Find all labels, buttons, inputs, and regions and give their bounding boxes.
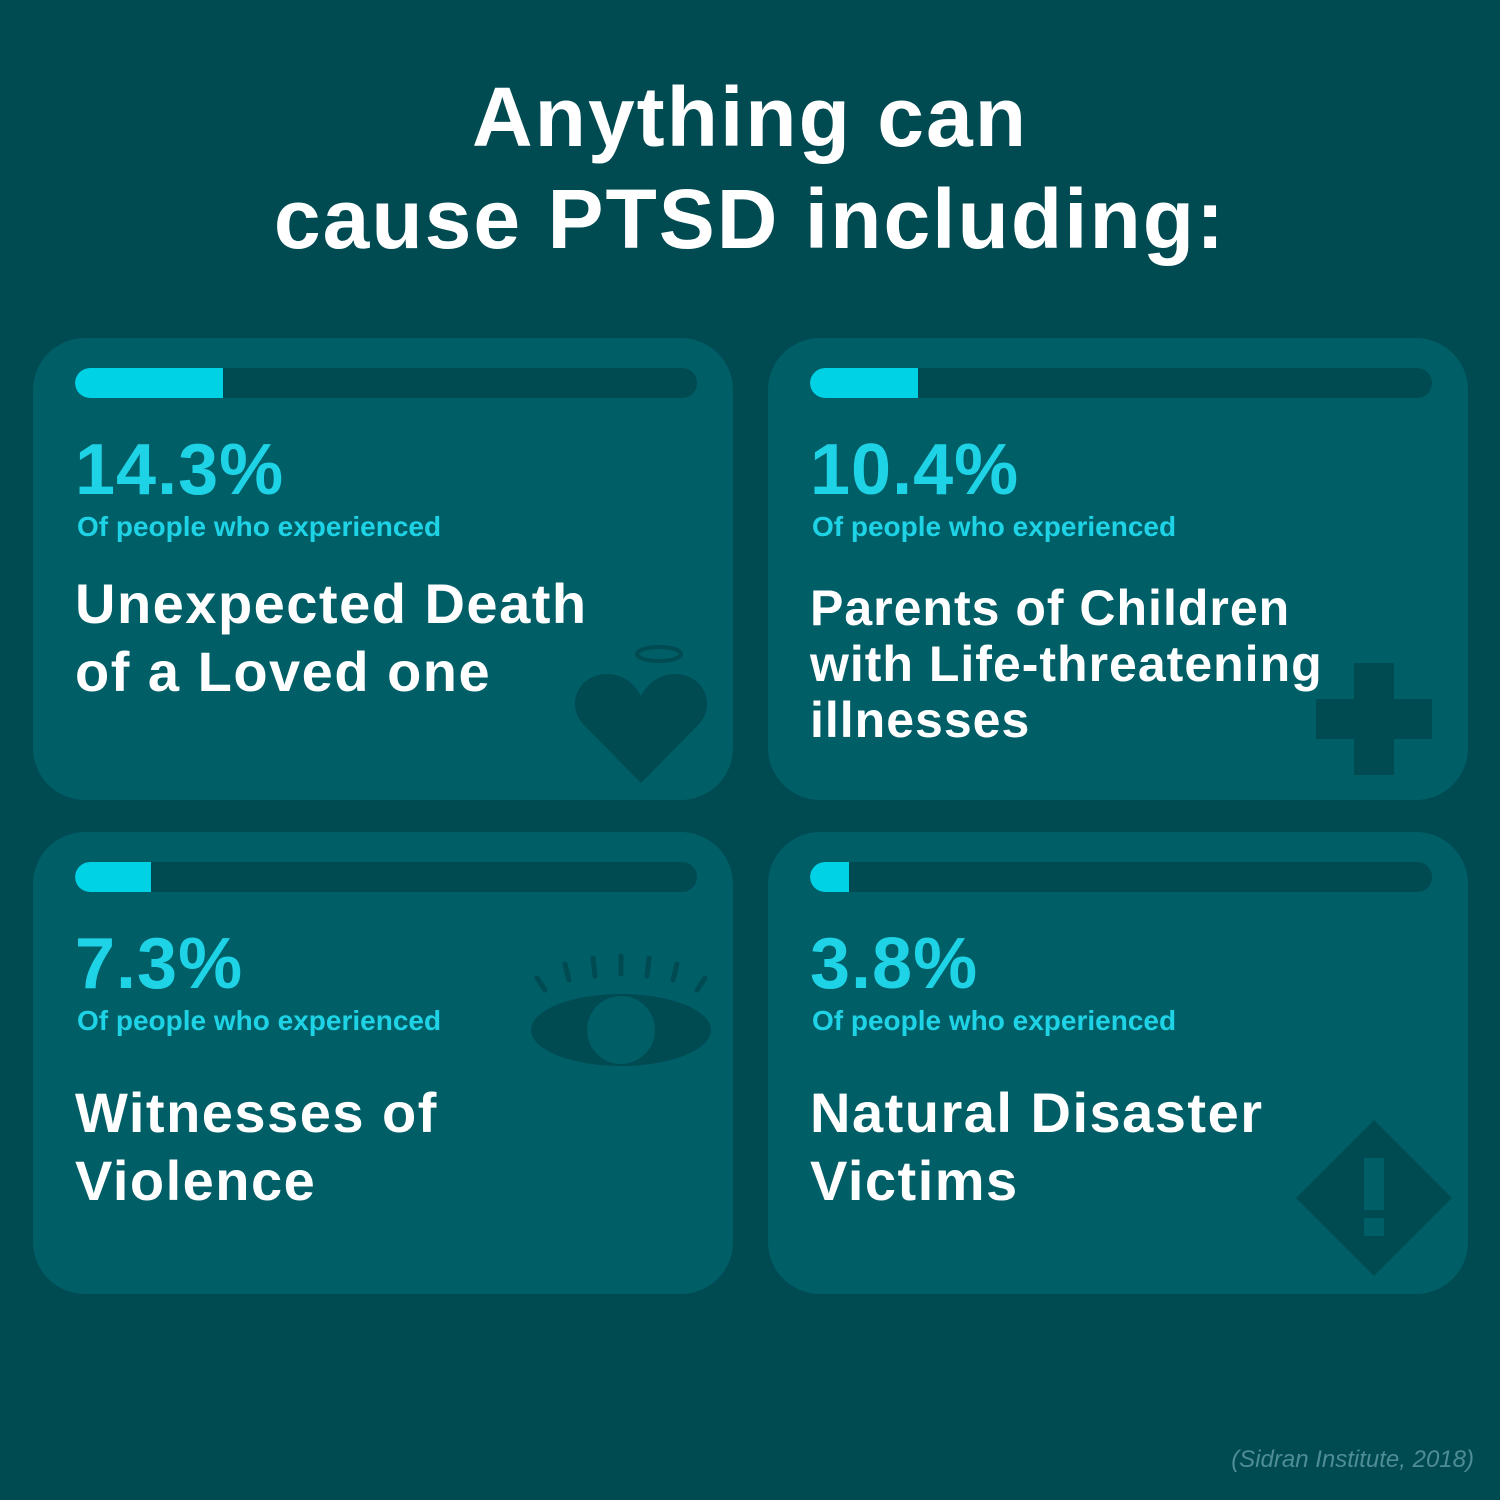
progress-fill xyxy=(75,368,224,398)
percent-value: 7.3% xyxy=(75,924,244,1004)
caption: Of people who experienced xyxy=(77,511,442,542)
percent-value: 14.3% xyxy=(75,430,285,510)
progress-fill xyxy=(810,862,850,892)
progress-track xyxy=(75,368,697,398)
source-citation: (Sidran Institute, 2018) xyxy=(1231,1446,1474,1473)
label-line: Natural Disaster xyxy=(810,1081,1264,1144)
label-line: Parents of Children xyxy=(810,580,1291,636)
label-line: Victims xyxy=(810,1149,1019,1212)
category-label: Witnesses of Violence xyxy=(75,1079,715,1215)
stat-card-parents: 10.4% Of people who experienced Parents … xyxy=(768,338,1468,800)
page-title: Anything can cause PTSD including: xyxy=(0,66,1500,270)
caption: Of people who experienced xyxy=(77,1005,442,1036)
percent-value: 10.4% xyxy=(810,430,1020,510)
label-line: Witnesses of xyxy=(75,1081,438,1144)
category-label: Natural Disaster Victims xyxy=(810,1079,1450,1215)
stat-card-disaster: 3.8% Of people who experienced Natural D… xyxy=(768,832,1468,1294)
percent-value: 3.8% xyxy=(810,924,979,1004)
warning-diamond-icon xyxy=(1296,1120,1452,1276)
progress-track xyxy=(75,862,697,892)
progress-fill xyxy=(810,368,918,398)
label-line: with Life-threatening xyxy=(810,636,1323,692)
label-line: Violence xyxy=(75,1149,317,1212)
category-label: Unexpected Death of a Loved one xyxy=(75,570,715,706)
medical-cross-icon xyxy=(1316,663,1432,775)
progress-track xyxy=(810,862,1432,892)
stat-card-death: 14.3% Of people who experienced Unexpect… xyxy=(33,338,733,800)
eye-icon xyxy=(531,953,711,1066)
title-line-1: Anything can xyxy=(471,70,1028,164)
stat-card-violence: 7.3% Of people who experienced Witnesses… xyxy=(33,832,733,1294)
category-label: Parents of Children with Life-threatenin… xyxy=(810,580,1450,748)
caption: Of people who experienced xyxy=(812,511,1177,542)
caption: Of people who experienced xyxy=(812,1005,1177,1036)
heart-halo-icon xyxy=(574,645,708,783)
label-line: Unexpected Death xyxy=(75,572,588,635)
title-line-2: cause PTSD including: xyxy=(273,172,1227,266)
progress-track xyxy=(810,368,1432,398)
progress-fill xyxy=(75,862,151,892)
label-line: of a Loved one xyxy=(75,640,492,703)
label-line: illnesses xyxy=(810,692,1031,748)
